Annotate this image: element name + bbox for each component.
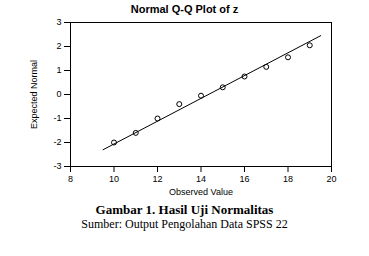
svg-text:12: 12	[152, 174, 162, 184]
svg-text:10: 10	[109, 174, 119, 184]
svg-text:3: 3	[56, 17, 61, 27]
svg-text:2: 2	[56, 41, 61, 51]
svg-text:8: 8	[68, 174, 73, 184]
html-text:Sumber: Output Pengolahan Data: Sumber: Output Pengolahan Data SPSS 22	[81, 217, 288, 231]
svg-text:-2: -2	[53, 137, 61, 147]
html-text:Normal Q-Q Plot of z: Normal Q-Q Plot of z	[130, 3, 239, 15]
svg-text:20: 20	[326, 174, 336, 184]
svg-text:14: 14	[196, 174, 206, 184]
html-text:Gambar 1. Hasil Uji Normalitas: Gambar 1. Hasil Uji Normalitas	[95, 202, 274, 217]
svg-text:Observed Value: Observed Value	[169, 187, 233, 197]
svg-text:-1: -1	[53, 113, 61, 123]
svg-text:1: 1	[56, 65, 61, 75]
svg-text:0: 0	[56, 89, 61, 99]
svg-text:16: 16	[239, 174, 249, 184]
svg-text:18: 18	[283, 174, 293, 184]
svg-text:Expected Normal: Expected Normal	[29, 60, 39, 129]
svg-text:-3: -3	[53, 161, 61, 171]
